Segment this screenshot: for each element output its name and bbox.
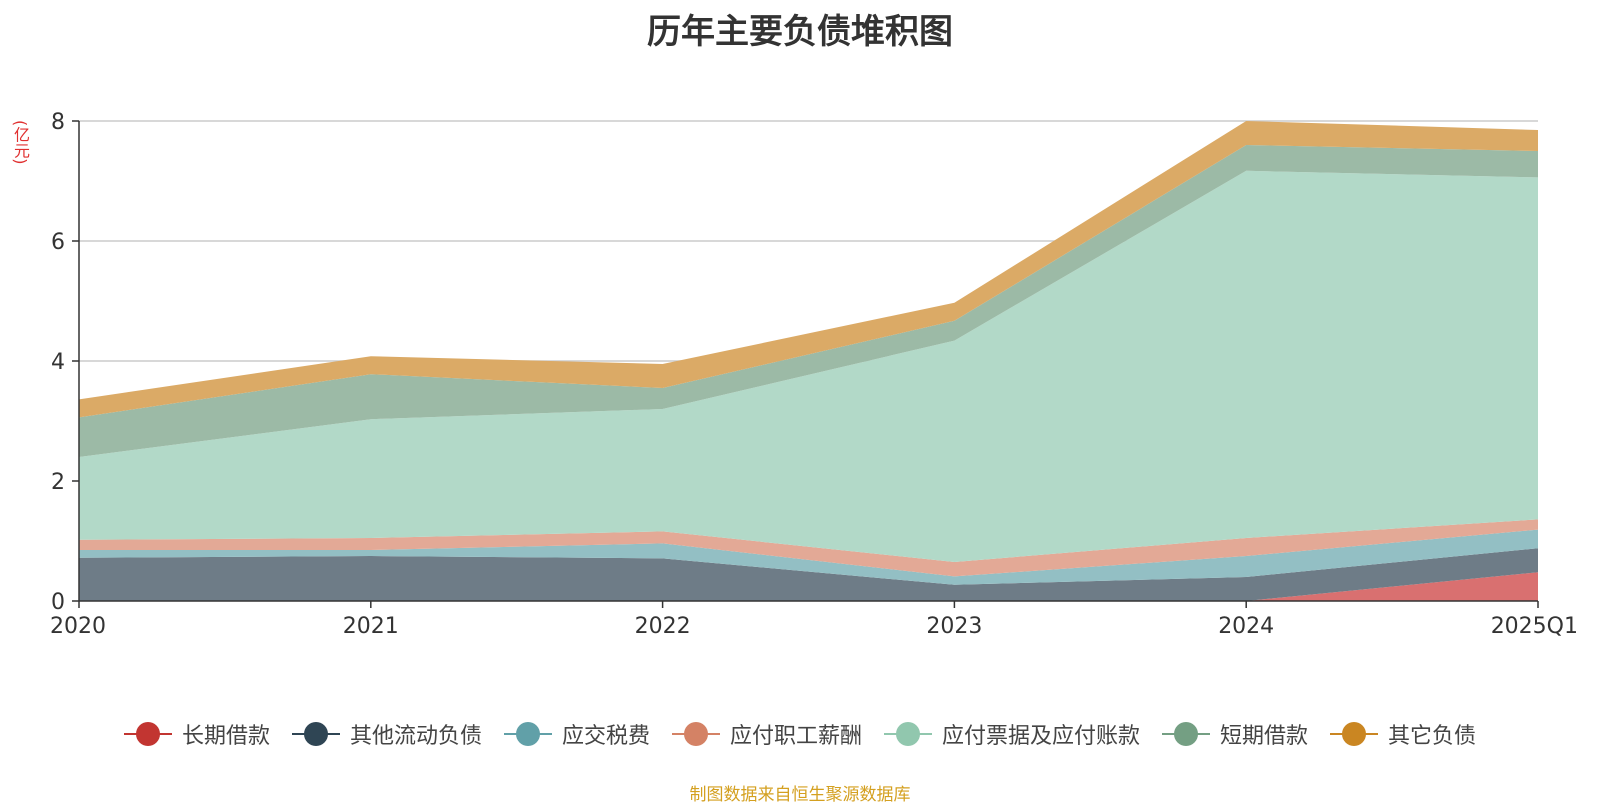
x-tick-label: 2020 (50, 614, 106, 639)
legend-item-1[interactable]: 其他流动负债 (291, 718, 482, 750)
legend-label: 其他流动负债 (349, 724, 482, 749)
legend-label: 其它负债 (1388, 724, 1477, 749)
y-tick-label: 8 (51, 110, 65, 135)
legend-marker-icon (884, 722, 932, 746)
y-tick-label: 2 (51, 470, 65, 495)
legend-item-6[interactable]: 其它负债 (1330, 718, 1476, 750)
y-tick-label: 0 (51, 590, 65, 615)
area-series-6 (79, 121, 1538, 418)
legend-marker-icon (291, 722, 340, 746)
legend-marker-icon (1162, 722, 1211, 746)
chart-legend: 长期借款 其他流动负债 应交税费 应付职工薪酬 应付票据及应付账款 短期借款 其它负债 (0, 718, 1600, 750)
stacked-area-chart: 0 2 4 6 8 2020 2021 2022 2023 2024 2025Q1 (50, 110, 1578, 639)
legend-item-5[interactable]: 短期借款 (1162, 718, 1308, 750)
x-tick-label: 2025Q1 (1491, 614, 1578, 639)
x-tick-label: 2022 (635, 614, 691, 639)
area-series-1 (79, 548, 1538, 601)
legend-item-0[interactable]: 长期借款 (123, 718, 270, 750)
y-tick-label: 6 (51, 230, 65, 255)
area-series-2 (79, 529, 1538, 585)
legend-label: 应付票据及应付账款 (942, 724, 1141, 749)
legend-marker-icon (1330, 722, 1379, 746)
legend-marker-icon (503, 722, 552, 746)
data-source-note: 制图数据来自恒生聚源数据库 (689, 785, 911, 805)
area-series-3 (79, 519, 1538, 577)
legend-item-3[interactable]: 应付职工薪酬 (671, 718, 862, 750)
chart-title: 历年主要负债堆积图 (647, 12, 953, 52)
area-series-5 (79, 145, 1538, 457)
y-axis-unit-label: (亿元) (11, 120, 30, 165)
x-tick-label: 2023 (926, 614, 982, 639)
legend-marker-icon (671, 722, 720, 746)
y-tick-label: 4 (51, 350, 65, 375)
legend-label: 应付职工薪酬 (729, 724, 862, 749)
area-series-0 (79, 572, 1538, 601)
legend-label: 应交税费 (561, 724, 650, 749)
legend-item-4[interactable]: 应付票据及应付账款 (884, 718, 1140, 750)
area-series-4 (79, 170, 1538, 563)
legend-label: 短期借款 (1220, 724, 1309, 749)
x-tick-label: 2024 (1218, 614, 1274, 639)
legend-item-2[interactable]: 应交税费 (503, 718, 650, 750)
legend-marker-icon (123, 722, 172, 746)
x-tick-label: 2021 (343, 614, 399, 639)
legend-label: 长期借款 (181, 724, 270, 749)
